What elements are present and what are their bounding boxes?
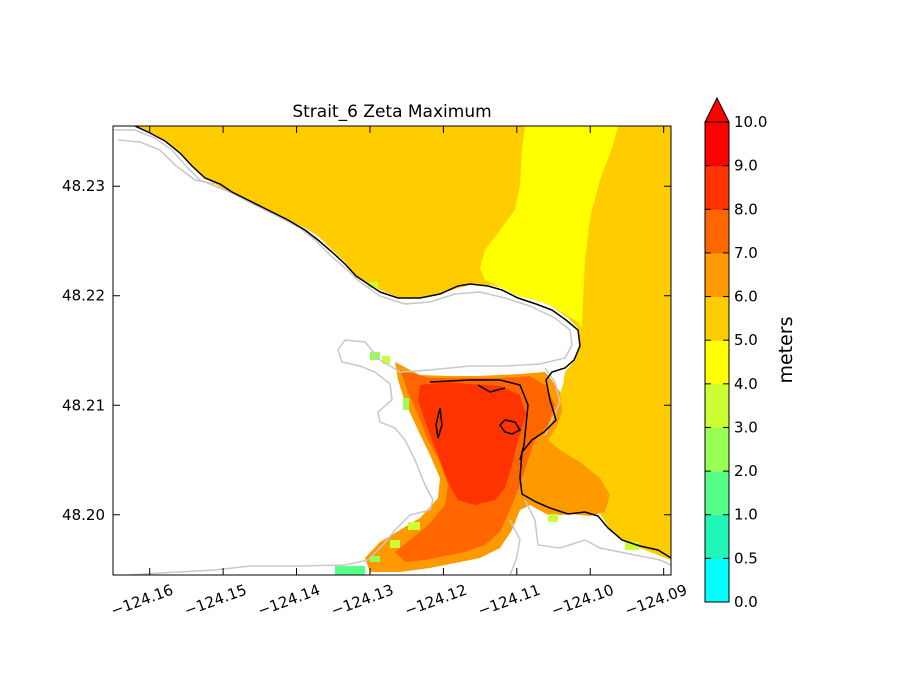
edge-cell [335, 566, 365, 575]
region-strait-channel [480, 126, 618, 328]
coastline [134, 126, 671, 559]
colorbar-label: meters [775, 316, 797, 383]
colorbar-frame [704, 122, 730, 603]
colorbar-segment [705, 471, 729, 516]
edge-cell [382, 356, 390, 364]
colorbar-tick-label: 8.0 [734, 200, 758, 218]
colorbar-segment [705, 340, 729, 385]
edge-cell [625, 542, 639, 550]
edge-cell [368, 282, 378, 288]
colorbar-segment [705, 514, 729, 559]
edge-cell [390, 540, 400, 548]
x-tick-label: −124.14 [255, 581, 322, 620]
colorbar-segment [705, 252, 729, 298]
x-tick-label: −124.10 [549, 581, 616, 620]
y-tick-label: 48.23 [62, 177, 105, 195]
colorbar-tick-label: 0.5 [734, 549, 758, 567]
x-tick-label: −124.12 [402, 581, 469, 620]
colorbar-tick-label: 6.0 [734, 288, 758, 306]
colorbar-segment [705, 383, 729, 428]
colorbar-tick-label: 1.0 [734, 506, 758, 524]
colorbar-segment [705, 122, 729, 167]
colorbar-segment [705, 558, 729, 603]
x-tick-label: −124.11 [475, 581, 542, 620]
x-tick-label: −124.15 [182, 581, 249, 620]
colorbar-segment [705, 296, 729, 341]
colorbar-tick-label: 5.0 [734, 331, 758, 349]
edge-cell [408, 522, 420, 530]
colorbar-tick-label: 2.0 [734, 462, 758, 480]
colorbar-tick-label: 9.0 [734, 157, 758, 175]
edge-cell [548, 514, 558, 522]
y-axis: 48.20 48.21 48.22 48.23 [62, 177, 671, 524]
colorbar-tick-label: 4.0 [734, 375, 758, 393]
colorbar-tick-label: 0.0 [734, 593, 758, 611]
x-tick-label: −124.16 [108, 581, 175, 620]
colorbar-tick-label: 10.0 [734, 113, 767, 131]
edge-cell [370, 352, 380, 360]
edge-cell [403, 398, 409, 410]
y-tick-label: 48.22 [62, 287, 105, 305]
colorbar-segment [705, 427, 729, 472]
x-tick-label: −124.13 [329, 581, 396, 620]
y-tick-label: 48.21 [62, 396, 105, 414]
zeta-field [135, 126, 671, 575]
chart-title: Strait_6 Zeta Maximum [292, 102, 491, 122]
colorbar-segment [705, 209, 729, 254]
colorbar-tick-label: 7.0 [734, 244, 758, 262]
y-tick-label: 48.20 [62, 506, 105, 524]
colorbar: 0.0 0.5 1.0 2.0 3.0 4.0 5.0 6.0 7.0 8.0 9.0 10.0 [704, 96, 767, 611]
grey-contours [113, 129, 671, 575]
colorbar-tick-label: 3.0 [734, 418, 758, 436]
colorbar-extend-arrow [704, 96, 730, 123]
x-tick-label: −124.09 [622, 581, 689, 620]
axes-frame [112, 125, 672, 576]
region-harbour-core [418, 382, 526, 505]
colorbar-segment [705, 165, 729, 210]
edge-cell [370, 556, 380, 562]
